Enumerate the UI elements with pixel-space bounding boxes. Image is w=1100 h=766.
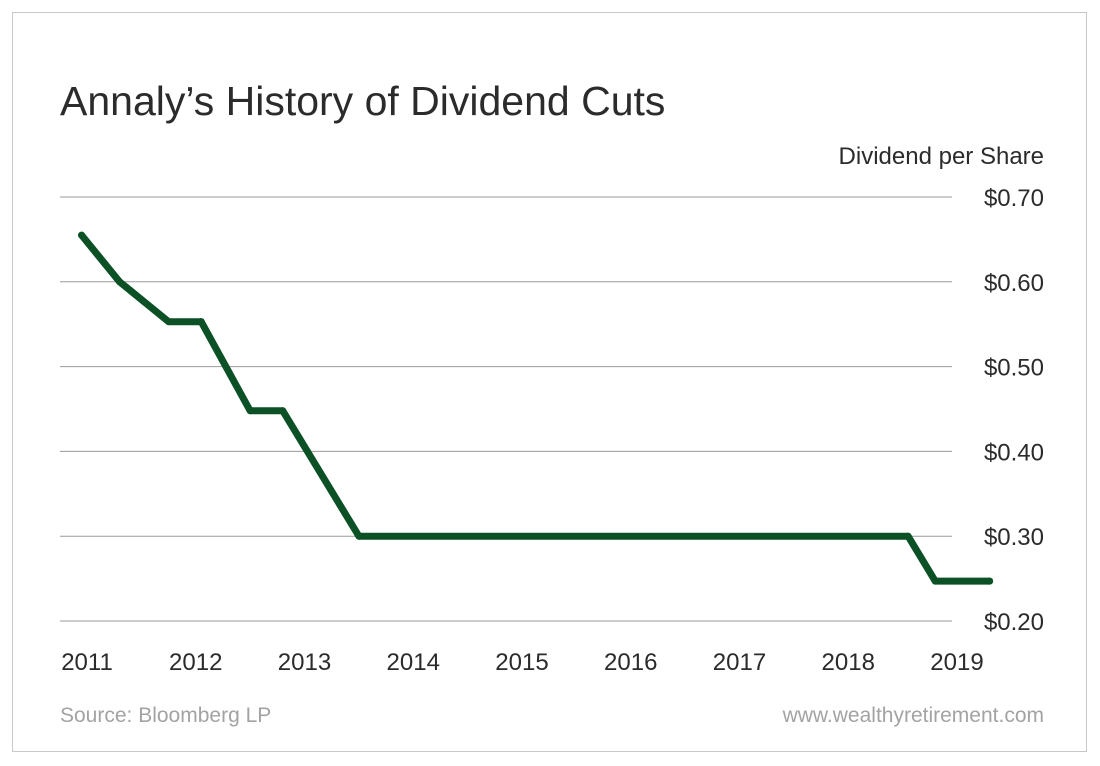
x-tick-label: 2017 (713, 649, 766, 676)
data-point (116, 278, 124, 286)
x-tick-labels: 2011 2012 2013 2014 2015 2016 2017 2018 2019 (61, 649, 984, 676)
gridlines (60, 196, 952, 622)
x-tick-label: 2015 (495, 649, 548, 676)
y-tick-label: $0.70 (984, 185, 1044, 212)
y-tick-label: $0.60 (984, 270, 1044, 297)
y-tick-label: $0.30 (984, 524, 1044, 551)
series-layer (78, 231, 994, 585)
data-point (78, 231, 86, 239)
x-tick-label: 2018 (822, 649, 875, 676)
y-tick-label: $0.20 (984, 609, 1044, 636)
data-point (279, 407, 287, 415)
x-tick-label: 2014 (387, 649, 440, 676)
data-point (355, 532, 363, 540)
dividend-series-line (78, 231, 994, 585)
source-note: Source: Bloomberg LP (60, 704, 272, 727)
y-tick-labels: $0.70 $0.60 $0.50 $0.40 $0.30 $0.20 (984, 185, 1044, 636)
x-tick-label: 2019 (930, 649, 983, 676)
chart-frame (12, 12, 1087, 752)
y-tick-label: $0.50 (984, 355, 1044, 382)
data-point (931, 577, 939, 585)
website-note: www.wealthyretirement.com (782, 704, 1044, 727)
x-tick-label: 2013 (278, 649, 331, 676)
x-tick-label: 2012 (169, 649, 222, 676)
y-axis-label: Dividend per Share (838, 143, 1044, 170)
x-tick-label: 2016 (604, 649, 657, 676)
x-tick-label: 2011 (61, 649, 113, 676)
data-point (246, 407, 254, 415)
data-point (904, 532, 912, 540)
data-point (197, 318, 205, 326)
data-point (165, 318, 173, 326)
y-tick-label: $0.40 (984, 439, 1044, 466)
data-point (986, 577, 994, 585)
chart-title: Annaly’s History of Dividend Cuts (60, 78, 666, 124)
